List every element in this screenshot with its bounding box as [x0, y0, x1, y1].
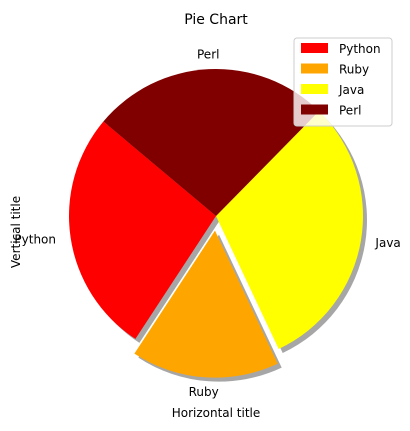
slice-label-python: Python	[14, 233, 56, 247]
y-axis-label: Vertical title	[9, 196, 23, 268]
legend-swatch-perl	[301, 104, 328, 115]
slice-label-perl: Perl	[197, 47, 219, 61]
slice-label-ruby: Ruby	[189, 385, 219, 399]
pie-slice-ruby	[134, 230, 278, 378]
legend-label-perl: Perl	[339, 104, 361, 118]
pie-slice-perl	[103, 69, 320, 216]
legend-label-python: Python	[339, 42, 381, 56]
legend-label-ruby: Ruby	[339, 63, 369, 77]
pie-slice-python	[69, 121, 216, 339]
legend: Python Ruby Java Perl	[293, 37, 393, 127]
legend-label-java: Java	[338, 83, 364, 97]
chart-title: Pie Chart	[184, 12, 248, 28]
x-axis-label: Horizontal title	[172, 406, 261, 420]
pie-labels: Python Ruby Java Perl	[14, 47, 400, 398]
pie-slices	[69, 69, 363, 378]
legend-swatch-python	[301, 43, 328, 53]
legend-swatch-java	[301, 84, 328, 94]
legend-swatch-ruby	[301, 63, 328, 74]
pie-slice-java	[216, 111, 363, 349]
legend-frame	[293, 37, 393, 127]
slice-label-java: Java	[374, 236, 400, 250]
